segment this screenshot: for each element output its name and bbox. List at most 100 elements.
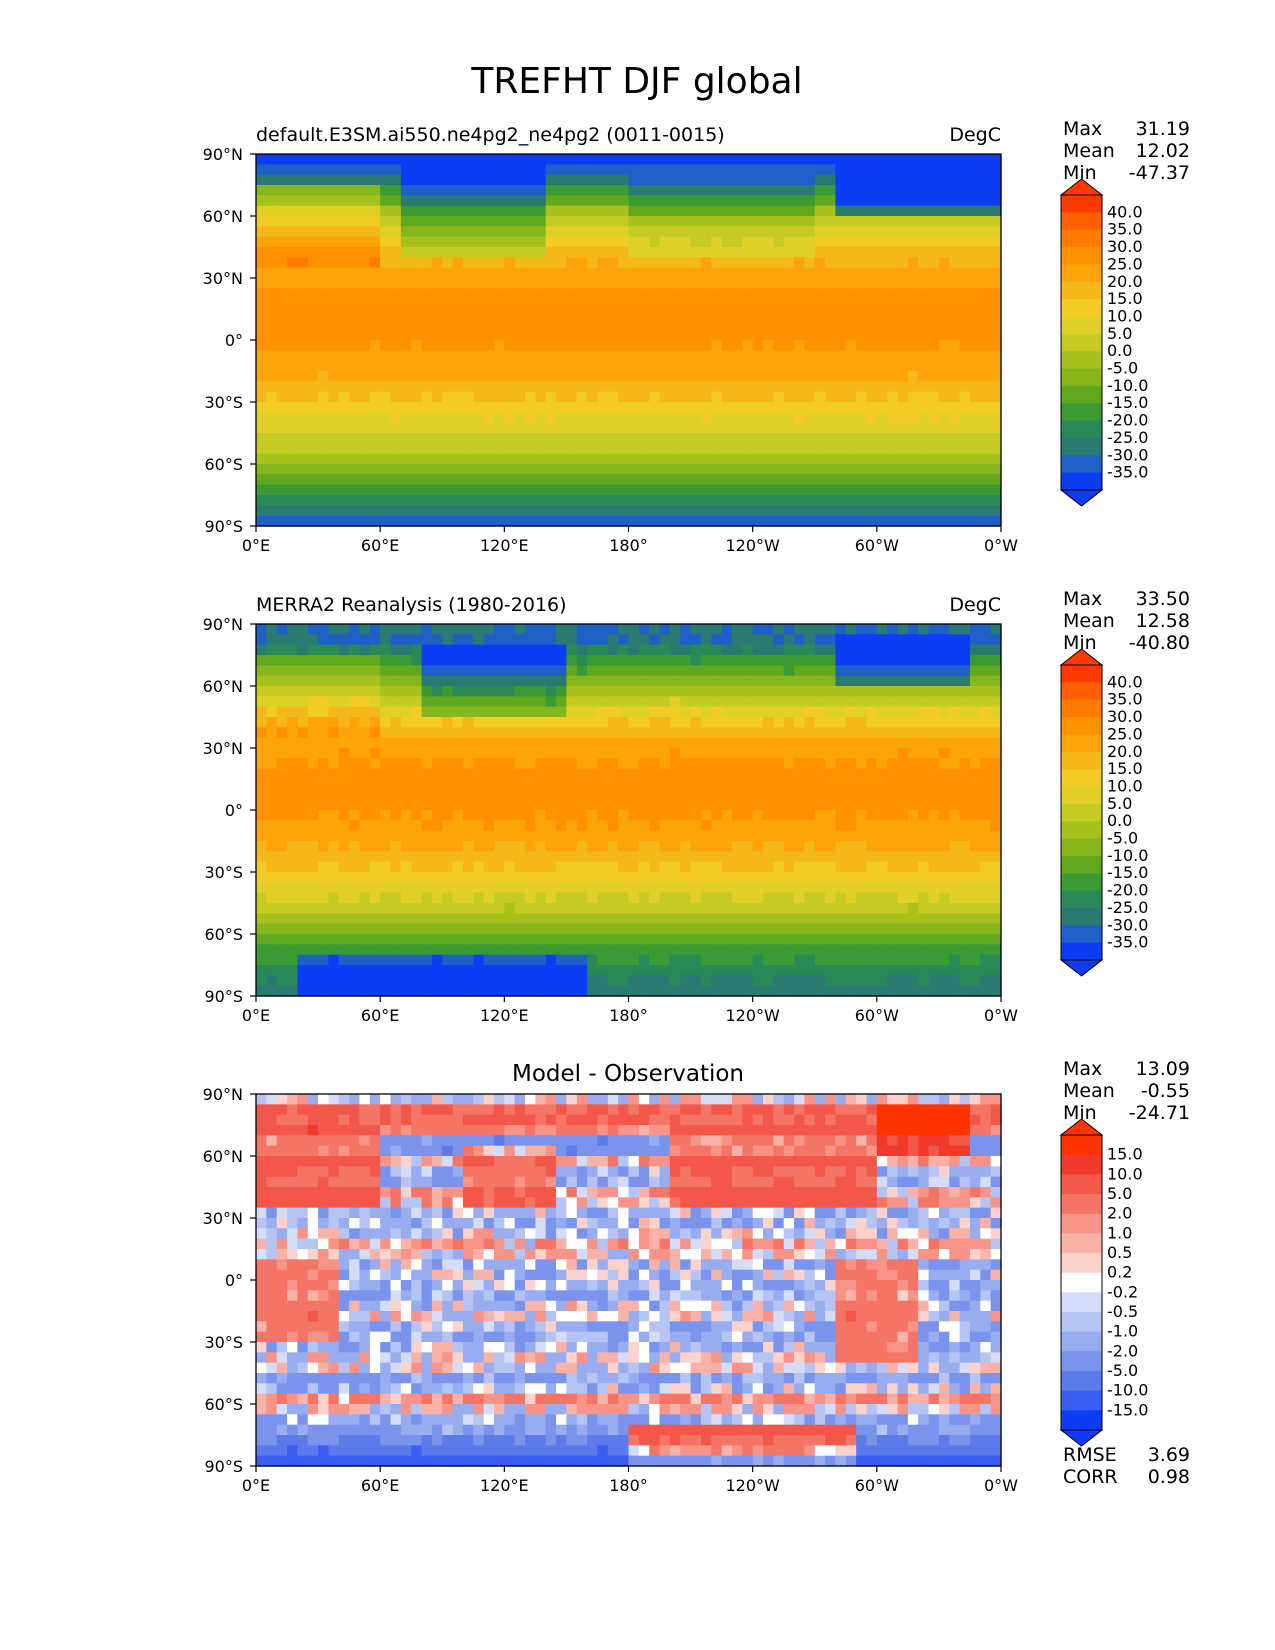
- map-cell: [318, 954, 330, 966]
- map-cell: [638, 433, 650, 444]
- map-cell: [700, 226, 712, 238]
- map-cell: [721, 758, 733, 770]
- map-cell: [545, 267, 557, 279]
- map-cell: [297, 892, 309, 904]
- map-cell: [638, 350, 650, 362]
- map-cell: [980, 758, 992, 770]
- map-cell: [721, 820, 733, 832]
- map-cell: [876, 464, 888, 475]
- map-cell: [897, 820, 909, 832]
- map-cell: [907, 154, 919, 165]
- map-cell: [669, 422, 681, 434]
- map-cell: [380, 515, 392, 527]
- map-cell: [700, 164, 712, 176]
- map-cell: [897, 226, 909, 238]
- map-cell: [318, 174, 330, 186]
- map-cell: [856, 443, 868, 455]
- map-cell: [980, 655, 992, 666]
- map-cell: [887, 154, 899, 165]
- map-cell: [659, 748, 671, 759]
- map-cell: [297, 923, 309, 935]
- map-cell: [576, 216, 588, 227]
- map-cell: [773, 474, 785, 486]
- map-cell: [483, 923, 495, 935]
- map-cell: [256, 412, 267, 424]
- map-cell: [856, 309, 868, 320]
- map-cell: [721, 748, 733, 759]
- map-cell: [607, 195, 619, 207]
- map-cell: [587, 412, 599, 424]
- map-cell: [825, 717, 837, 728]
- map-cell: [918, 319, 930, 331]
- colorbar-segment: [1061, 195, 1102, 213]
- map-cell: [763, 634, 774, 646]
- map-cell: [804, 288, 816, 300]
- map-cell: [638, 422, 650, 434]
- map-cell: [938, 474, 950, 486]
- map-cell: [576, 474, 588, 486]
- map-cell: [462, 799, 474, 811]
- map-cell: [431, 226, 443, 238]
- map-cell: [959, 433, 971, 444]
- map-cell: [628, 758, 640, 770]
- map-cell: [794, 913, 806, 925]
- map-cell: [711, 257, 723, 269]
- map-cell: [256, 174, 267, 186]
- map-cell: [287, 371, 298, 382]
- map-cell: [918, 882, 930, 894]
- map-cell: [607, 748, 619, 759]
- map-cell: [328, 903, 340, 914]
- map-cell: [380, 706, 392, 718]
- map-cell: [380, 830, 392, 842]
- map-cell: [887, 319, 899, 331]
- map-cell: [431, 422, 443, 434]
- map-cell: [535, 340, 547, 351]
- map-cell: [587, 737, 599, 749]
- map-cell: [442, 350, 454, 362]
- map-cell: [390, 748, 402, 759]
- map-cell: [928, 841, 940, 852]
- map-cell: [380, 257, 392, 269]
- map-cell: [866, 267, 878, 279]
- map-cell: [576, 267, 588, 279]
- map-cell: [928, 923, 940, 935]
- map-cell: [400, 164, 412, 176]
- map-cell: [276, 412, 288, 424]
- map-cell: [887, 644, 899, 656]
- map-cell: [462, 402, 474, 413]
- map-cell: [969, 872, 981, 883]
- map-cell: [576, 882, 588, 894]
- map-cell: [607, 913, 619, 925]
- map-cell: [959, 319, 971, 331]
- map-cell: [742, 226, 754, 238]
- map-cell: [752, 758, 764, 770]
- map-cell: [556, 665, 568, 677]
- map-cell: [711, 861, 723, 873]
- map-cell: [431, 267, 443, 279]
- map-cell: [887, 350, 899, 362]
- map-cell: [483, 298, 495, 310]
- map-cell: [276, 340, 288, 351]
- map-cell: [452, 841, 464, 852]
- map-cell: [835, 624, 847, 635]
- map-cell: [504, 329, 516, 341]
- map-cell: [328, 634, 340, 646]
- colorbar-tick-label: 35.0: [1107, 220, 1143, 239]
- map-cell: [297, 381, 309, 393]
- map-cell: [380, 350, 392, 362]
- map-cell: [721, 443, 733, 455]
- map-cell: [514, 464, 526, 475]
- map-cell: [721, 934, 733, 945]
- map-cell: [504, 727, 516, 739]
- map-cell: [535, 267, 547, 279]
- map-cell: [576, 923, 588, 935]
- map-cell: [473, 309, 485, 320]
- map-cell: [607, 727, 619, 739]
- map-cell: [918, 861, 930, 873]
- map-cell: [328, 675, 340, 687]
- map-cell: [887, 195, 899, 207]
- map-cell: [763, 861, 774, 873]
- map-cell: [535, 830, 547, 842]
- map-cell: [431, 185, 443, 196]
- map-cell: [980, 505, 992, 517]
